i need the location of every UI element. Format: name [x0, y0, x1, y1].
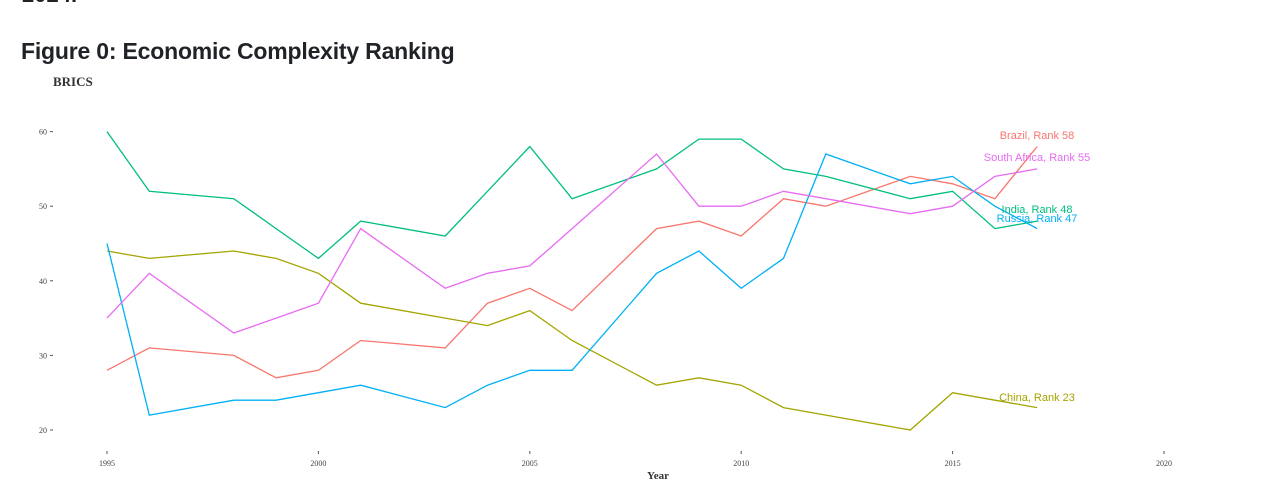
y-tick-label: 50 — [39, 202, 47, 211]
x-tick-label: 2005 — [522, 459, 538, 468]
y-tick-label: 60 — [39, 128, 47, 137]
series-end-label: Russia, Rank 47 — [997, 213, 1078, 225]
x-tick-label: 2000 — [310, 459, 326, 468]
y-tick-label: 20 — [39, 426, 47, 435]
series-end-label: China, Rank 23 — [999, 392, 1075, 404]
chart-title: BRICS — [53, 74, 93, 89]
y-tick-label: 40 — [39, 277, 47, 286]
series-line-india — [106, 131, 1038, 260]
series-line-south-africa — [106, 153, 1038, 334]
x-tick-label: 1995 — [99, 459, 115, 468]
x-tick-label: 2015 — [945, 459, 961, 468]
series-end-label: South Africa, Rank 55 — [984, 152, 1090, 164]
series-end-label: Brazil, Rank 58 — [1000, 130, 1075, 142]
x-tick-label: 2020 — [1156, 459, 1172, 468]
series-line-brazil — [106, 146, 1038, 379]
partial-heading: 2024. — [22, 0, 77, 8]
x-axis-label: Year — [647, 470, 669, 482]
series-line-china — [106, 250, 1038, 431]
y-tick-label: 30 — [39, 351, 47, 360]
series-end-label: India, Rank 48 — [1002, 204, 1073, 216]
x-tick-label: 2010 — [733, 459, 749, 468]
series-line-russia — [106, 153, 1038, 416]
figure-title: Figure 0: Economic Complexity Ranking — [21, 38, 455, 64]
